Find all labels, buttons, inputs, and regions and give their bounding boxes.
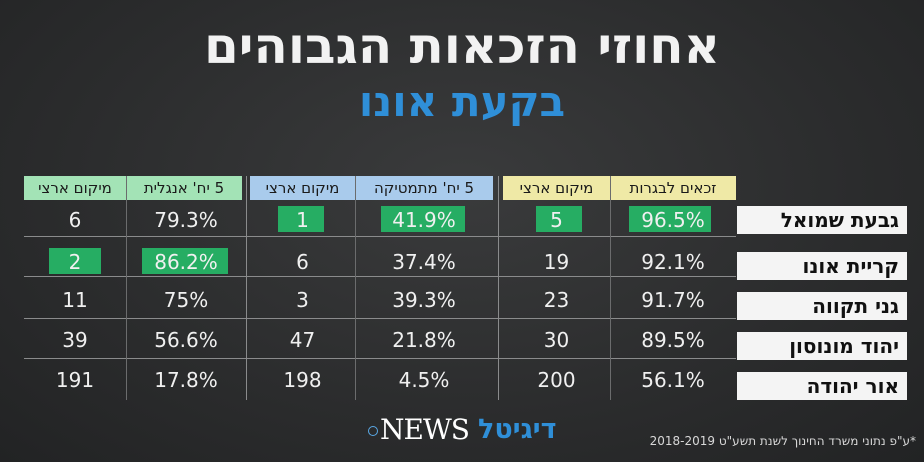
city-label: גבעת שמואל <box>737 206 907 234</box>
highlight-english-top <box>142 248 228 274</box>
row-divider <box>24 276 736 277</box>
header-english-rank: מיקום ארצי <box>24 176 126 200</box>
main-title: אחוזי הזכאות הגבוהים <box>203 17 721 75</box>
english-rank-value: 11 <box>62 288 88 312</box>
math-value: 21.8% <box>392 328 456 352</box>
header-math-rank: מיקום ארצי <box>250 176 355 200</box>
math-value: 4.5% <box>398 368 450 392</box>
logo-news-text: NEWS <box>380 413 470 446</box>
english-value: 17.8% <box>154 368 218 392</box>
highlight-bagrut-rank-top <box>536 206 582 232</box>
header-bagrut-rank: מיקום ארצי <box>503 176 610 200</box>
english-value: 79.3% <box>154 208 218 232</box>
english-rank-value: 39 <box>62 328 88 352</box>
math-rank-value: 198 <box>283 368 322 392</box>
highlight-bagrut-top <box>629 206 711 232</box>
bagrut-value: 92.1% <box>641 250 705 274</box>
logo-dot-icon <box>368 426 378 436</box>
math-rank-value: 6 <box>296 250 309 274</box>
english-value: 75% <box>163 288 209 312</box>
bagrut-value: 96.5% <box>641 208 705 232</box>
math-rank-value: 47 <box>289 328 316 352</box>
english-rank-value: 191 <box>55 368 95 392</box>
english-rank-value: 6 <box>68 208 82 232</box>
row-divider <box>24 318 736 319</box>
bagrut-rank-value: 5 <box>550 208 563 232</box>
group-divider <box>246 176 247 400</box>
highlight-math-rank-top <box>278 206 324 232</box>
logo-hebrew-text: דיגיטל <box>478 414 557 445</box>
column-divider <box>126 176 127 400</box>
brand-logo: NEWS דיגיטל <box>366 410 566 448</box>
math-value: 39.3% <box>392 288 456 312</box>
row-divider <box>24 236 736 237</box>
math-rank-value: 1 <box>296 208 309 232</box>
bagrut-value: 56.1% <box>641 368 705 392</box>
column-divider <box>610 176 611 400</box>
header-bagrut: זכאים לבגרות <box>610 176 736 200</box>
bagrut-value: 89.5% <box>641 328 705 352</box>
bagrut-rank-value: 23 <box>543 288 570 312</box>
city-label: קריית אונו <box>737 252 907 280</box>
bagrut-rank-value: 30 <box>543 328 570 352</box>
bagrut-value: 91.7% <box>641 288 705 312</box>
highlight-math-top <box>381 206 465 232</box>
header-english: 5 יח' אנגלית <box>126 176 242 200</box>
city-label: אור יהודה <box>737 372 907 400</box>
bagrut-rank-value: 200 <box>537 368 576 392</box>
city-label: גני תקווה <box>737 292 907 320</box>
english-value: 56.6% <box>154 328 218 352</box>
row-divider <box>24 358 736 359</box>
english-value: 86.2% <box>154 250 218 274</box>
column-divider <box>355 176 356 400</box>
english-rank-value: 2 <box>68 250 82 274</box>
math-value: 37.4% <box>392 250 456 274</box>
bagrut-rank-value: 19 <box>543 250 570 274</box>
subtitle: בקעת אונו <box>358 77 566 126</box>
header-math: 5 יח' מתמטיקה <box>355 176 493 200</box>
math-rank-value: 3 <box>296 288 309 312</box>
math-value: 41.9% <box>392 208 456 232</box>
city-label: יהוד מונוסון <box>737 332 907 360</box>
highlight-english-rank-top <box>49 248 101 274</box>
group-divider <box>498 176 499 400</box>
source-footnote: *ע"פ נתוני משרד החינוך לשנת תשע"ט 2018-2… <box>649 434 916 448</box>
